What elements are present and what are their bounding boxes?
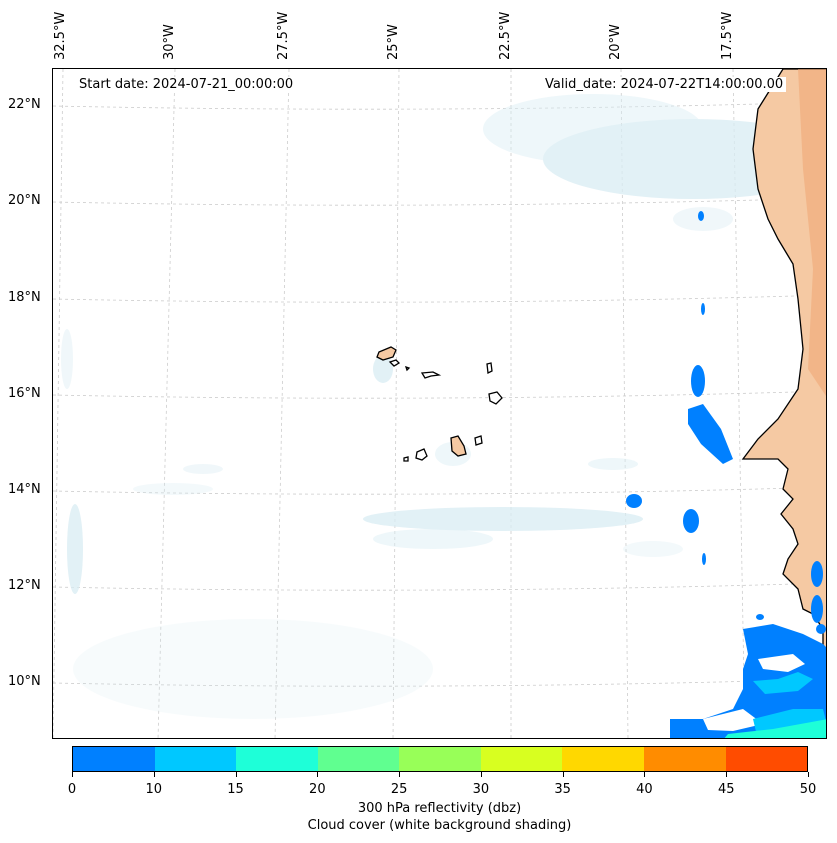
lon-label-20w: 20°W [608,24,623,60]
lat-label-22n: 22°N [8,97,41,112]
santa-luzia-island [404,365,411,372]
santo-antao-island [376,346,397,361]
colorbar-segment [725,747,808,771]
sal-island [486,362,493,374]
start-date-label: Start date: 2024-07-21_00:00:00 [76,77,297,92]
colorbar-tick-label: 15 [227,782,244,797]
colorbar-tick [153,772,155,777]
lon-label-25w: 25°W [386,24,401,60]
colorbar-tick [726,772,728,777]
colorbar-tick-label: 25 [390,782,408,797]
colorbar-sublabel: Cloud cover (white background shading) [307,818,572,833]
lon-label-22-5w: 22.5°W [498,11,513,60]
boa-vista-island [488,391,503,405]
map-panel[interactable] [52,68,827,739]
colorbar-segment [73,747,155,771]
lat-label-12n: 12°N [8,578,41,593]
maio-island [474,435,483,446]
fogo-island [415,448,428,461]
colorbar-label: 300 hPa reflectivity (dbz) [357,801,522,816]
map-canvas [53,69,826,738]
valid-date-label: Valid_date: 2024-07-22T14:00:00.00 [542,77,787,92]
colorbar-tick [399,772,401,777]
cloud-cover-shading [61,94,826,719]
lat-label-18n: 18°N [8,290,41,305]
colorbar-tick-label: 20 [309,782,326,797]
lon-label-27-5w: 27.5°W [276,11,291,60]
colorbar-tick-label: 50 [799,782,817,797]
colorbar-tick [72,772,73,777]
colorbar-tick-label: 10 [145,782,163,797]
reflectivity-colorbar [72,746,808,772]
colorbar-segment [643,747,726,771]
colorbar-tick [235,772,237,777]
colorbar-tick [480,772,482,777]
reflectivity-cells [626,211,826,738]
colorbar-segment [480,747,563,771]
brava-island [403,456,409,462]
lon-label-32-5w: 32.5°W [53,11,68,60]
sao-vicente-island [388,359,401,367]
colorbar-segment [317,747,400,771]
colorbar-tick [644,772,646,777]
lat-label-20n: 20°N [8,193,41,208]
colorbar-segment [236,747,318,771]
sao-nicolau-island [420,371,442,379]
colorbar-segment [399,747,481,771]
santiago-island [450,435,467,457]
lon-label-30w: 30°W [162,24,177,60]
colorbar-tick-label: 45 [717,782,735,797]
colorbar-tick [562,772,564,777]
colorbar-tick-label: 0 [67,782,77,797]
map-gridlines [53,69,826,738]
colorbar-tick-label: 35 [554,782,571,797]
lon-label-17-5w: 17.5°W [720,11,735,60]
colorbar-tick [808,772,809,777]
cape-verde-islands [376,346,503,462]
reflectivity-upper-levels [703,654,826,738]
colorbar-tick [317,772,319,777]
colorbar-tick-label: 30 [472,782,490,797]
lat-label-10n: 10°N [8,674,41,689]
lat-label-16n: 16°N [8,386,41,401]
lat-label-14n: 14°N [8,482,41,497]
colorbar-segment [562,747,644,771]
colorbar-segment [154,747,237,771]
colorbar-tick-label: 40 [636,782,653,797]
